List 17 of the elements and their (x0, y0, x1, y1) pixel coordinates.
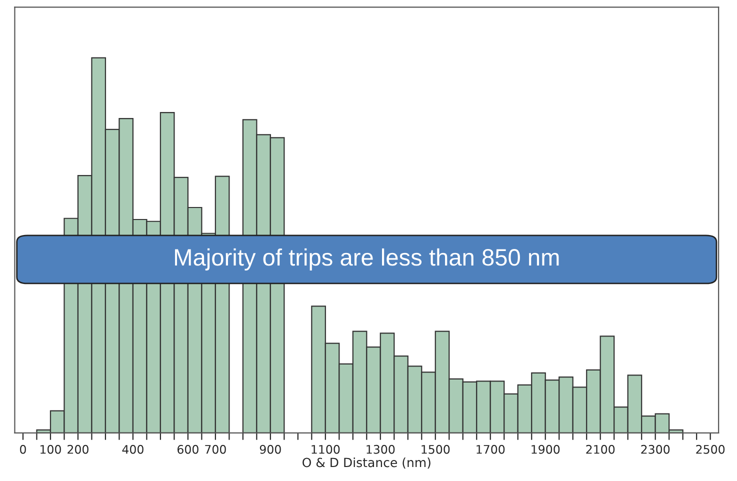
x-tick-label: 200 (68, 444, 88, 454)
x-tick-label: 1900 (532, 444, 560, 454)
x-tick-label: 1300 (366, 444, 395, 454)
x-tick-label: 700 (205, 444, 226, 454)
x-tick-label: 1100 (312, 444, 340, 454)
x-tick-label: 0 (20, 444, 26, 454)
x-tick-label: 1700 (476, 444, 505, 454)
x-tick-label: 600 (178, 444, 198, 454)
x-tick-label: 2300 (641, 444, 670, 454)
annotation: Majority of trips are less than 850 nm (175, 248, 559, 270)
x-axis-title: O & D Distance (nm) (302, 458, 430, 469)
x-tick-label: 400 (122, 444, 144, 454)
x-tick-label: 100 (40, 444, 61, 454)
x-tick-label: 1500 (422, 444, 450, 454)
x-tick-label: 2100 (586, 444, 615, 454)
x-tick-label: 900 (260, 444, 281, 454)
x-tick-label: 2500 (696, 444, 725, 454)
